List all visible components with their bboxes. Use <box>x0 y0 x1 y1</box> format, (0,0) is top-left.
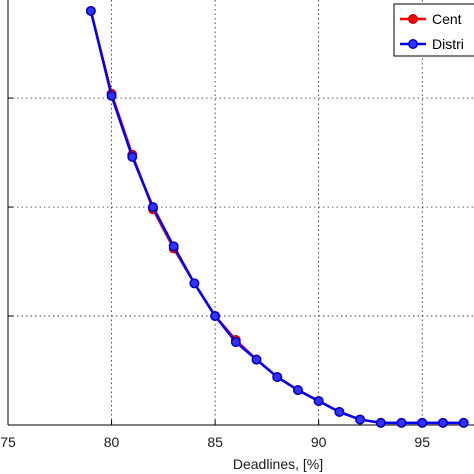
x-ticks: 75 80 85 90 95 <box>0 420 430 450</box>
grid <box>8 0 474 425</box>
x-tick-label: 75 <box>0 434 16 450</box>
legend-label-0: Cent <box>432 11 462 27</box>
x-tick-label: 80 <box>104 434 120 450</box>
data-point <box>251 354 262 365</box>
x-axis-label: Deadlines, [%] <box>233 456 323 472</box>
data-point <box>189 278 200 289</box>
x-tick-label: 85 <box>207 434 223 450</box>
data-point <box>396 417 407 428</box>
series <box>85 5 469 428</box>
data-point <box>272 372 283 383</box>
data-point <box>334 406 345 417</box>
data-point <box>148 202 158 213</box>
data-point <box>85 5 96 16</box>
data-point <box>375 417 386 428</box>
data-point <box>127 151 138 162</box>
plot-background <box>8 0 474 425</box>
legend-marker-1 <box>408 39 418 49</box>
series-1 <box>85 5 469 428</box>
data-point <box>230 337 241 348</box>
legend-label-1: Distri <box>432 36 464 52</box>
legend-marker-0 <box>408 14 418 24</box>
x-tick-label: 90 <box>311 434 327 450</box>
legend-box <box>393 3 474 57</box>
data-point <box>355 414 366 425</box>
legend: Cent Distri <box>393 3 474 57</box>
data-point <box>437 417 448 428</box>
data-point <box>417 417 428 428</box>
data-point <box>168 241 179 252</box>
data-point <box>313 396 324 406</box>
x-tick-label: 95 <box>414 434 430 450</box>
data-point <box>210 311 221 321</box>
data-point <box>293 385 303 396</box>
data-point <box>106 90 117 101</box>
data-point <box>458 417 469 428</box>
